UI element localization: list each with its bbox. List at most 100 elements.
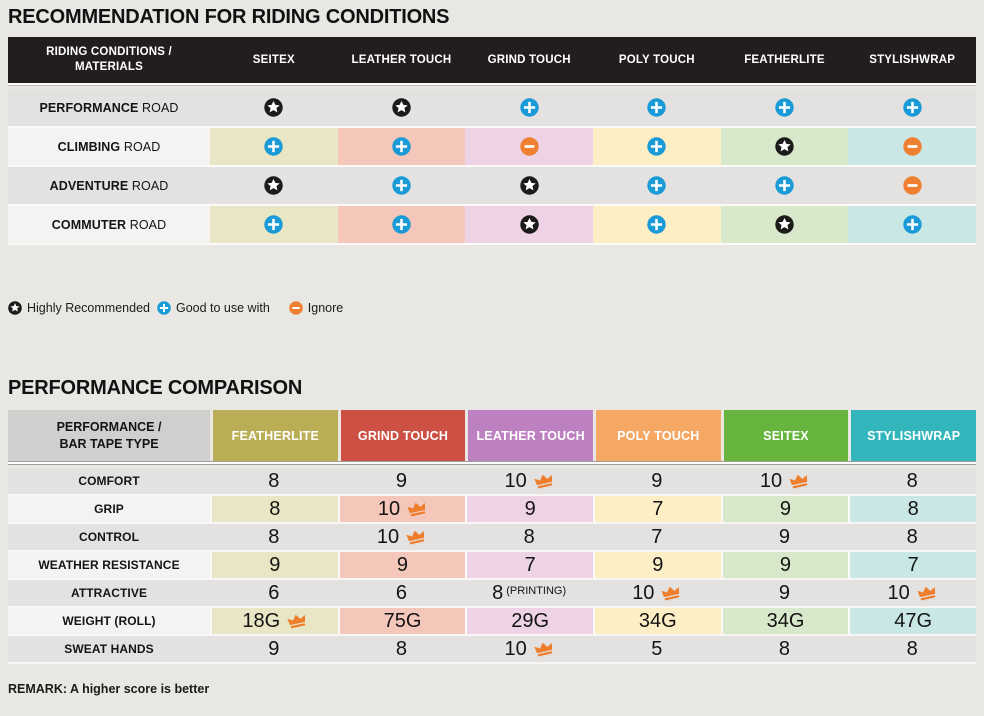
remark-note: REMARK: A higher score is better <box>8 682 210 696</box>
crown-icon <box>789 474 808 489</box>
crown-icon <box>534 474 553 489</box>
recommendation-cell <box>465 206 593 243</box>
row-label: SWEAT HANDS <box>8 636 210 662</box>
score-value: 7 <box>652 498 664 520</box>
score-cell: 9 <box>210 552 338 578</box>
score-cell: 10 <box>465 468 593 494</box>
score-cell: 8 <box>210 468 338 494</box>
star-icon <box>519 176 539 195</box>
recommendation-cell <box>210 128 338 165</box>
recommendation-cell <box>210 89 338 126</box>
score-value: 9 <box>778 526 791 548</box>
recommendation-cell <box>592 167 721 204</box>
score-cell: 34G <box>592 608 721 634</box>
performance-table-header-divider <box>8 461 976 465</box>
plus-icon <box>157 301 171 315</box>
score-value: 7 <box>651 526 663 548</box>
riding-table-row: COMMUTER ROAD <box>8 206 976 245</box>
column-header-stylishwrap: STYLISHWRAP <box>848 410 976 461</box>
column-header-stylishwrap: STYLISHWRAP <box>869 53 956 66</box>
recommendation-cell <box>337 128 466 165</box>
score-cell: 8 <box>720 636 849 662</box>
score-cell: 9 <box>465 496 593 522</box>
score-value: 9 <box>524 498 536 520</box>
star-icon <box>775 215 794 234</box>
score-value: 9 <box>651 470 663 492</box>
performance-table-header: PERFORMANCE / BAR TAPE TYPE FEATHERLITE GRI… <box>8 410 976 461</box>
score-value: 9 <box>779 498 792 520</box>
score-value: 7 <box>907 554 919 576</box>
score-value: 29G <box>511 610 550 632</box>
score-cell: 7 <box>848 552 976 578</box>
score-value: 8 <box>778 638 791 660</box>
recommendation-cell <box>592 206 721 243</box>
score-value: 9 <box>268 638 280 660</box>
performance-table-row: ATTRACTIVE 6 6 8 (PRINTING) 10 9 10 <box>8 580 976 608</box>
performance-comparison-title: PERFORMANCE COMPARISON <box>8 377 303 399</box>
row-label: WEATHER RESISTANCE <box>8 552 210 578</box>
column-header-grind-touch: GRIND TOUCH <box>337 410 466 461</box>
row-label: ADVENTURE ROAD <box>8 167 210 204</box>
row-label: COMFORT <box>8 468 210 494</box>
recommendation-cell <box>720 89 849 126</box>
score-value: 7 <box>524 554 536 576</box>
score-cell: 34G <box>720 608 849 634</box>
legend-label: Highly Recommended <box>27 301 150 315</box>
recommendation-cell <box>720 206 849 243</box>
score-value: 10 <box>759 470 783 492</box>
recommendation-cell <box>465 89 593 126</box>
score-value: 9 <box>269 554 281 576</box>
plus-icon <box>775 98 794 117</box>
plus-icon <box>647 176 667 195</box>
score-cell: 9 <box>337 468 466 494</box>
score-cell: 8 <box>210 524 338 550</box>
recommendation-cell <box>337 167 466 204</box>
score-cell: 10 <box>337 524 466 550</box>
recommendation-cell <box>465 167 593 204</box>
legend-item: Highly Recommended <box>8 301 150 315</box>
performance-table-row: SWEAT HANDS 9 8 10 5 8 8 <box>8 636 976 664</box>
score-cell: 9 <box>337 552 466 578</box>
score-cell: 7 <box>592 524 721 550</box>
legend-item: Ignore <box>289 301 343 315</box>
column-header-poly-touch: POLY TOUCH <box>592 410 721 461</box>
plus-icon <box>519 98 539 117</box>
score-value: 10 <box>376 526 400 548</box>
legend-label: Ignore <box>307 301 344 315</box>
score-value: 8 <box>906 526 918 548</box>
score-value: 75G <box>383 610 422 632</box>
recommendation-cell <box>210 167 338 204</box>
score-cell: 5 <box>592 636 721 662</box>
crown-icon <box>406 530 425 545</box>
riding-table-legend: Highly Recommended Good to use with Ignore <box>8 301 976 315</box>
crown-icon <box>917 586 936 601</box>
column-header-seitex: SEITEX <box>720 410 849 461</box>
score-value: 9 <box>778 582 791 604</box>
recommendation-cell <box>848 128 976 165</box>
riding-conditions-title: RECOMMENDATION FOR RIDING CONDITIONS <box>8 6 450 28</box>
star-icon <box>8 301 22 315</box>
riding-table-row: ADVENTURE ROAD <box>8 167 976 206</box>
score-cell: 6 <box>210 580 338 606</box>
recommendation-cell <box>848 167 976 204</box>
plus-icon <box>647 215 667 234</box>
riding-corner-header: RIDING CONDITIONS / MATERIALS <box>46 46 172 73</box>
score-value: 18G <box>242 610 281 632</box>
plus-icon <box>392 137 411 156</box>
comparison-infographic: RECOMMENDATION FOR RIDING CONDITIONS RID… <box>8 6 976 696</box>
column-header-seitex: SEITEX <box>252 53 295 66</box>
score-value: 9 <box>779 554 792 576</box>
score-value: 34G <box>766 610 805 632</box>
score-cell: 8 <box>337 636 466 662</box>
score-value: 10 <box>632 582 655 604</box>
recommendation-cell <box>592 128 721 165</box>
star-icon <box>519 215 539 234</box>
minus-icon <box>902 176 922 195</box>
column-header-leather-touch: LEATHER TOUCH <box>351 53 452 66</box>
plus-icon <box>902 215 922 234</box>
score-value: 9 <box>652 554 664 576</box>
score-value: 8 <box>906 638 918 660</box>
score-cell: 8 <box>848 524 976 550</box>
score-value: 10 <box>887 582 910 604</box>
score-value: 8 <box>492 582 504 604</box>
